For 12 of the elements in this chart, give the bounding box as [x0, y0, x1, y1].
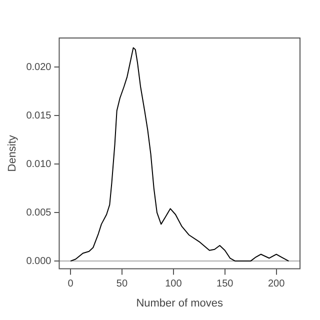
- x-tick-label: 50: [116, 278, 128, 290]
- x-tick-label: 150: [216, 278, 234, 290]
- x-tick-label: 0: [68, 278, 74, 290]
- x-tick-label: 200: [268, 278, 286, 290]
- y-tick-label: 0.010: [26, 158, 52, 170]
- y-axis-title: Density: [6, 134, 19, 172]
- x-axis-title: Number of moves: [136, 297, 224, 310]
- y-tick-label: 0.020: [26, 62, 52, 73]
- x-tick-label: 100: [165, 278, 182, 290]
- y-tick-label: 0.000: [26, 256, 52, 267]
- y-tick-label: 0.015: [26, 110, 52, 122]
- y-tick-label: 0.005: [26, 207, 52, 218]
